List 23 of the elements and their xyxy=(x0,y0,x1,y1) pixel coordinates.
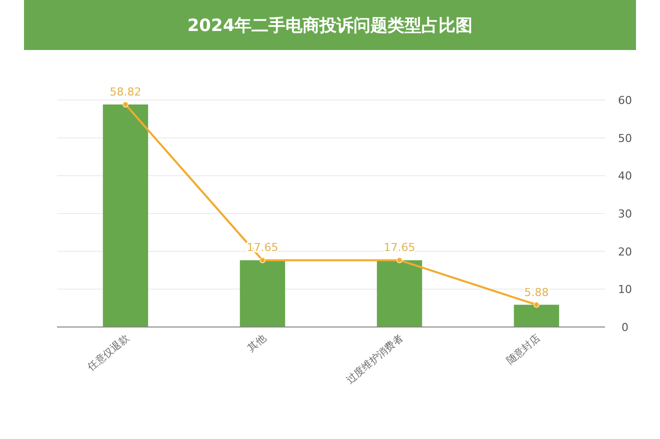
point xyxy=(260,257,266,264)
y-tick-label: 50 xyxy=(618,132,632,145)
y-tick-label: 40 xyxy=(618,170,632,183)
y-tick-label: 60 xyxy=(618,94,632,107)
point xyxy=(396,257,402,264)
data-label: 5.88 xyxy=(524,286,549,299)
data-label: 58.82 xyxy=(110,85,142,98)
point xyxy=(534,302,540,308)
y-tick-label: 30 xyxy=(618,208,632,220)
x-tick-label: 其他 xyxy=(245,332,268,354)
point xyxy=(122,101,128,108)
y-tick-label: 10 xyxy=(618,283,632,296)
bar xyxy=(376,260,422,327)
y-tick-label: 20 xyxy=(618,245,632,258)
bar xyxy=(514,304,560,327)
x-tick-label: 随意封店 xyxy=(504,332,542,368)
x-tick-label: 任意仅退款 xyxy=(84,332,132,374)
bar xyxy=(240,260,286,327)
x-tick-label: 过度维护消费者 xyxy=(344,332,406,386)
chart-title: 2024年二手电商投诉问题类型占比图 xyxy=(187,16,473,36)
data-label: 17.65 xyxy=(384,241,416,254)
bar xyxy=(102,104,148,327)
y-tick-label: 0 xyxy=(622,321,628,334)
